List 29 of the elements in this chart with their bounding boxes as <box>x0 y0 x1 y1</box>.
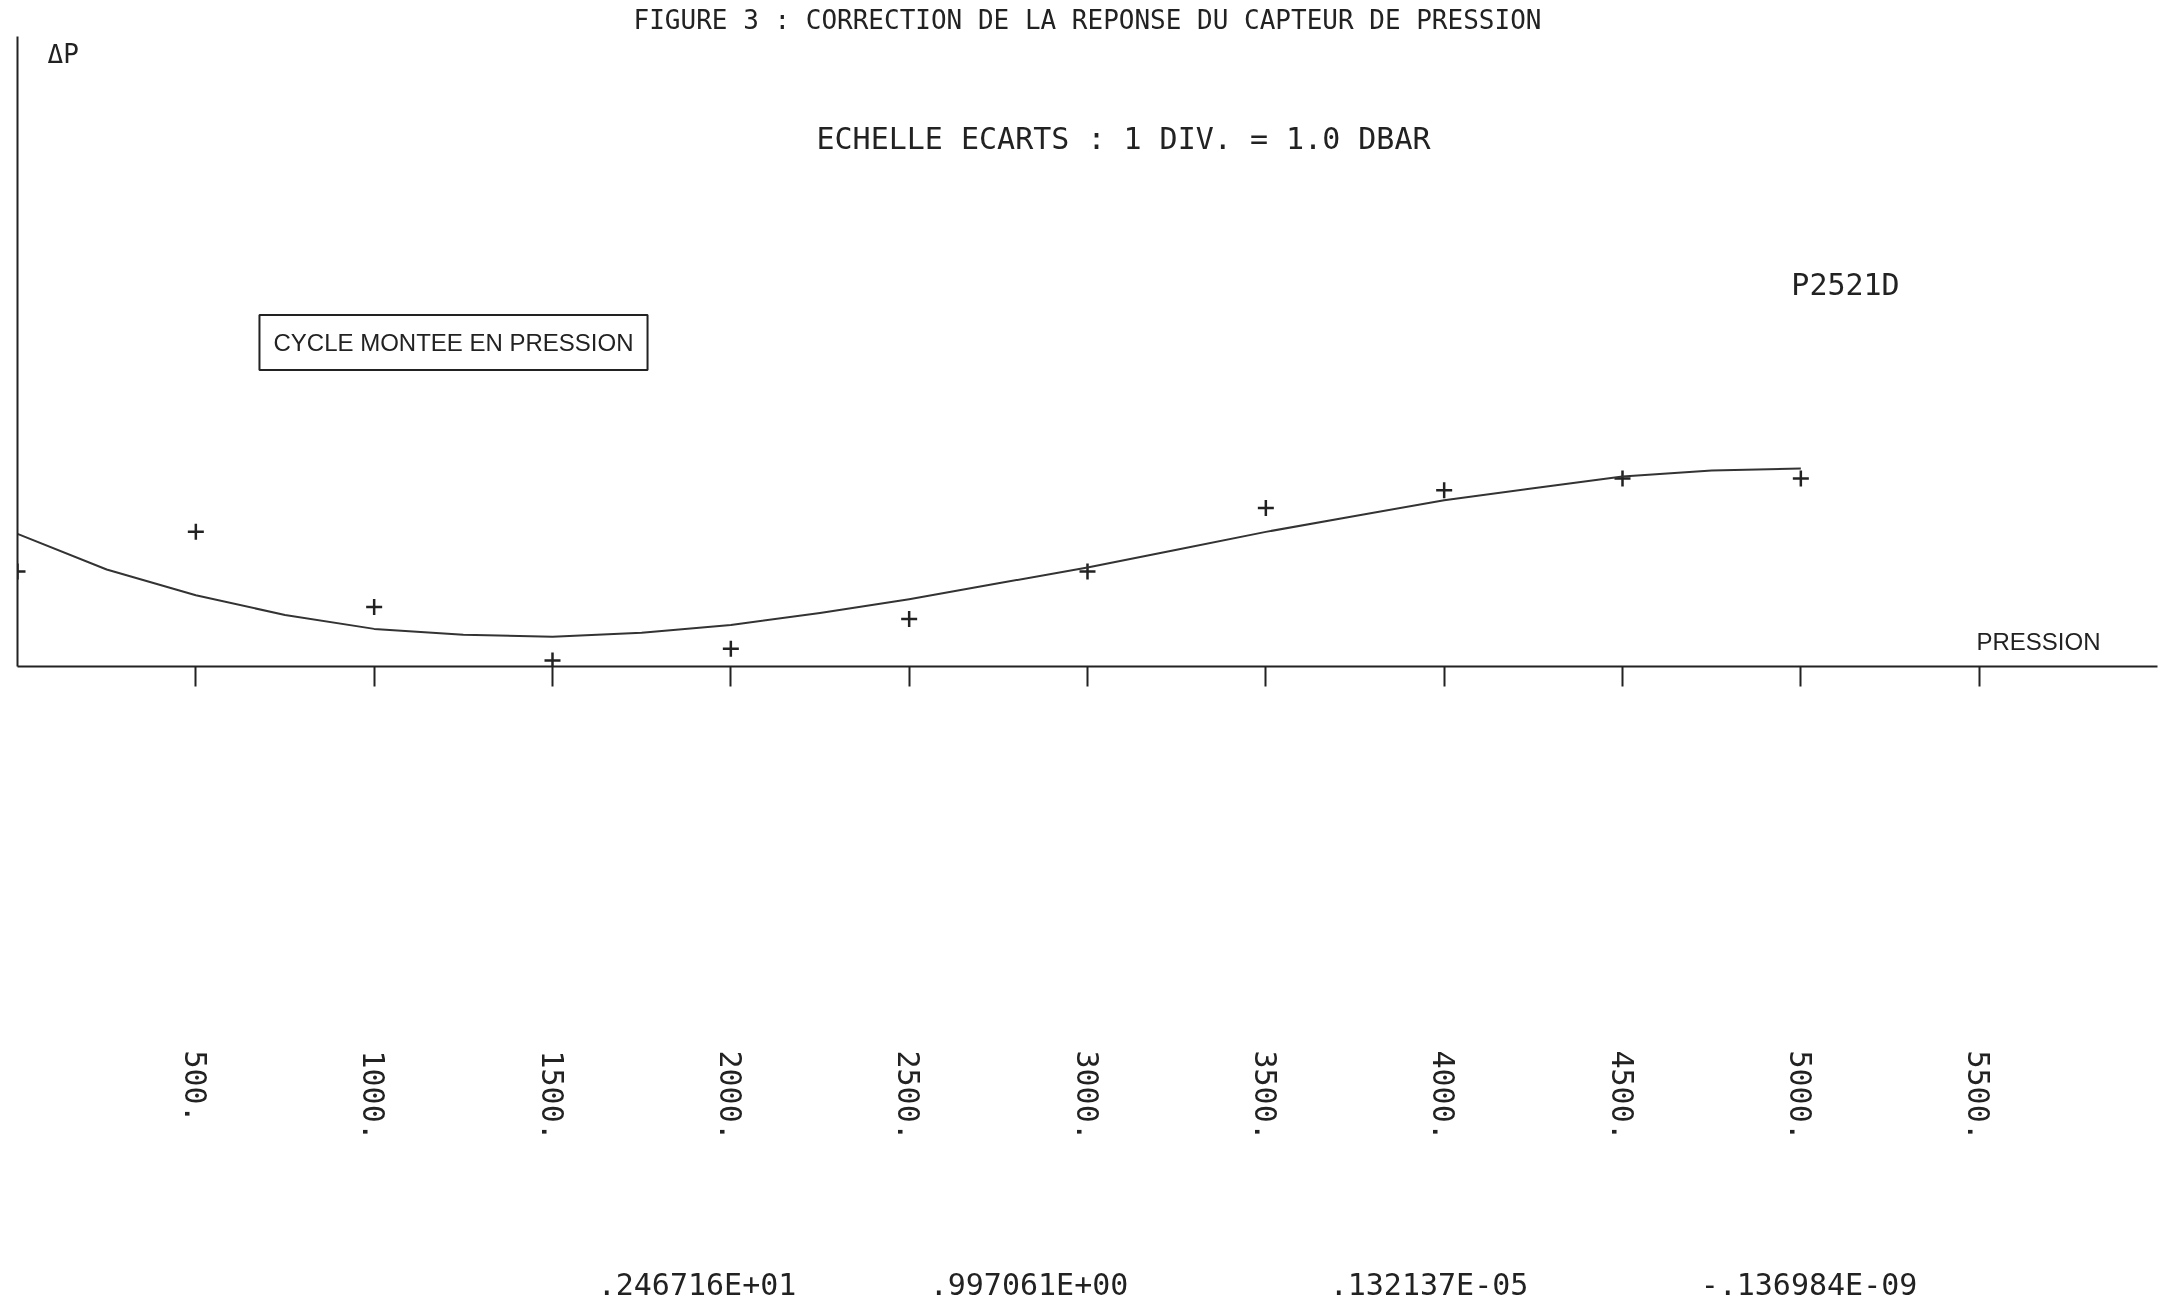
x-tick-label: 5000. <box>1782 1050 1818 1141</box>
chart-subtitle: ECHELLE ECARTS : 1 DIV. = 1.0 DBAR <box>816 121 1432 156</box>
x-tick-label: 500. <box>177 1050 213 1123</box>
point <box>899 609 919 629</box>
x-tick-label: 3000. <box>1069 1050 1105 1141</box>
point <box>1434 481 1454 500</box>
x-tick-label: 4000. <box>1426 1050 1462 1141</box>
text: -.136984E-09 <box>1700 1266 1918 1304</box>
x-tick-label: 1000. <box>356 1050 392 1141</box>
x-tick-label: 2500. <box>891 1050 927 1141</box>
text: ΔP <box>47 38 79 69</box>
point <box>364 597 384 617</box>
x-axis-title: PRESSION <box>1976 627 2101 655</box>
point <box>1256 498 1276 518</box>
x-tick-label: 3500. <box>1247 1050 1283 1141</box>
point <box>1791 469 1811 488</box>
text: .132137E-05 <box>1329 1266 1529 1304</box>
x-tick-label: 5500. <box>1961 1050 1997 1141</box>
x-tick-label: 2000. <box>712 1050 748 1141</box>
x-tick-label: 4500. <box>1604 1050 1640 1141</box>
x-tick-label: 1500. <box>534 1050 570 1141</box>
point <box>721 639 741 658</box>
point <box>186 522 206 542</box>
text: .246716E+01 <box>597 1266 797 1304</box>
text: CYCLE MONTEE EN PRESSION <box>273 329 634 356</box>
point <box>543 651 562 667</box>
text: P2521D <box>1791 267 1900 302</box>
text: .997061E+00 <box>929 1266 1129 1304</box>
chart-title: FIGURE 3 : CORRECTION DE LA REPONSE DU CAPTEUR DE PRESSION <box>633 4 1542 35</box>
